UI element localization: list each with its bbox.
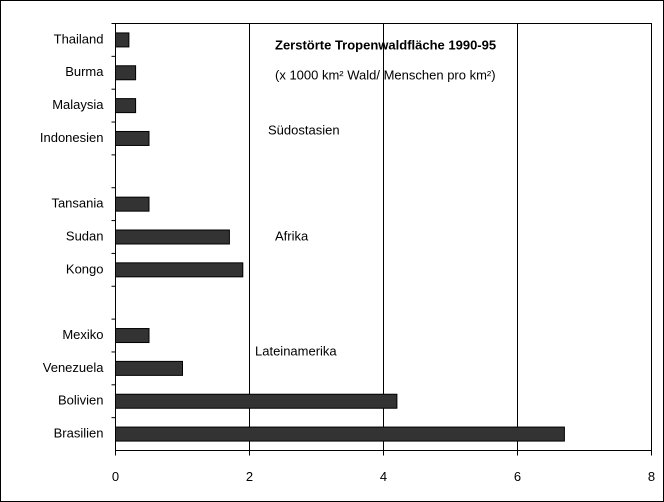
y-tick-label: Brasilien <box>54 426 104 441</box>
y-tick-label: Malaysia <box>52 97 104 112</box>
group-label: Lateinamerika <box>255 343 337 358</box>
x-tick-label: 8 <box>648 469 655 484</box>
y-tick-label: Thailand <box>54 31 104 46</box>
x-tick-label: 6 <box>514 469 521 484</box>
y-tick-label: Venezuela <box>43 360 104 375</box>
bar <box>115 426 565 442</box>
y-tick-label: Mexiko <box>62 327 103 342</box>
bar <box>115 196 150 212</box>
bar <box>115 130 150 146</box>
y-tick-label: Tansania <box>51 196 104 211</box>
bar <box>115 65 137 81</box>
group-label: Südostasien <box>268 122 340 137</box>
bar <box>115 360 183 376</box>
bar <box>115 32 130 48</box>
y-tick-label: Burma <box>65 64 104 79</box>
y-tick-label: Sudan <box>66 228 104 243</box>
x-tick-label: 4 <box>380 469 387 484</box>
group-label: Afrika <box>275 228 309 243</box>
bar <box>115 393 398 409</box>
y-tick-label: Kongo <box>66 261 104 276</box>
y-tick-label: Bolivien <box>58 393 104 408</box>
bar <box>115 328 150 344</box>
y-tick-label: Indonesien <box>40 130 104 145</box>
bar <box>115 229 230 245</box>
chart-subtitle: (x 1000 km² Wald/ Menschen pro km²) <box>275 67 496 82</box>
x-tick-label: 2 <box>246 469 253 484</box>
bar <box>115 262 244 278</box>
chart-title: Zerstörte Tropenwaldfläche 1990-95 <box>275 37 496 52</box>
bar <box>115 98 137 114</box>
x-tick-label: 0 <box>112 469 119 484</box>
